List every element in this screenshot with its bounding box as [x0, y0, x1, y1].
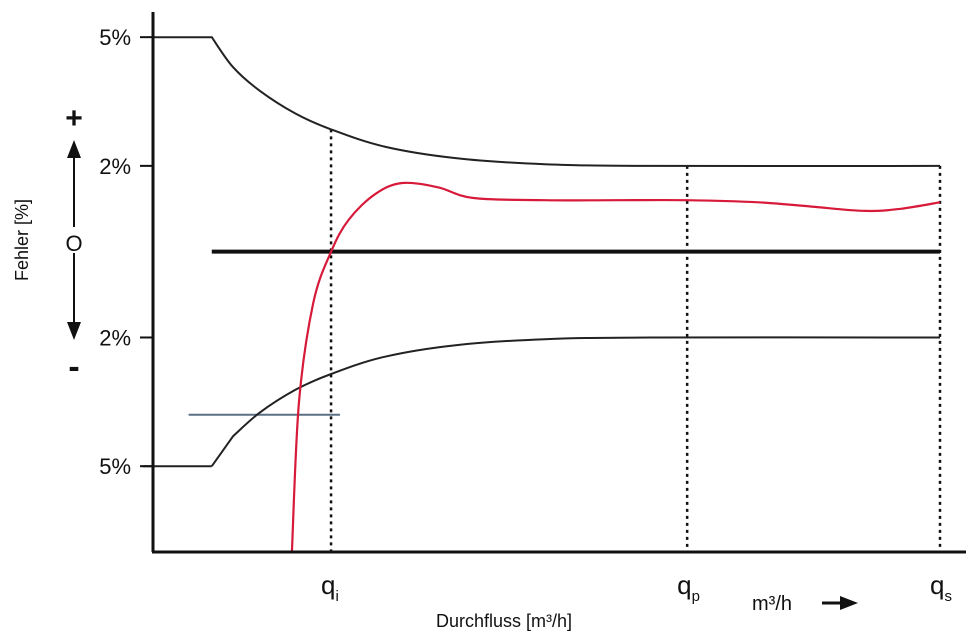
- y-tick-label: 2%: [99, 154, 131, 179]
- y-tick-labels: 5% 2% 2% 5%: [99, 25, 153, 479]
- measured-error-curve: [290, 181, 941, 553]
- x-axis-label: Durchfluss [m³/h]: [436, 611, 572, 631]
- flow-rate-markers: [329, 129, 942, 552]
- unit-label: m³/h: [752, 593, 792, 615]
- y-tick-label: 5%: [99, 25, 131, 50]
- axes: [151, 12, 966, 554]
- lower-tolerance-curve: [210, 336, 941, 467]
- reference-lines: [188, 249, 940, 416]
- flow-label-s: qs: [930, 570, 952, 605]
- zero-marker: O: [65, 231, 82, 256]
- x-flow-labels: qi qp qs: [321, 570, 952, 605]
- flow-label-i: qi: [321, 570, 339, 605]
- flow-label-p: qp: [677, 570, 700, 605]
- y-tick-label: 2%: [99, 325, 131, 350]
- upper-tolerance-curve: [153, 36, 941, 168]
- plus-sign: +: [65, 102, 83, 135]
- right-arrow-icon: [840, 596, 858, 610]
- unit-indicator: m³/h: [752, 593, 858, 615]
- y-axis-label: Fehler [%]: [12, 199, 32, 281]
- minus-sign: -: [68, 348, 79, 386]
- y-sign-indicators: + - O: [65, 102, 83, 386]
- y-tick-label: 5%: [99, 454, 131, 479]
- down-arrow-icon: [67, 322, 81, 340]
- up-arrow-icon: [67, 140, 81, 158]
- curves: [143, 36, 941, 553]
